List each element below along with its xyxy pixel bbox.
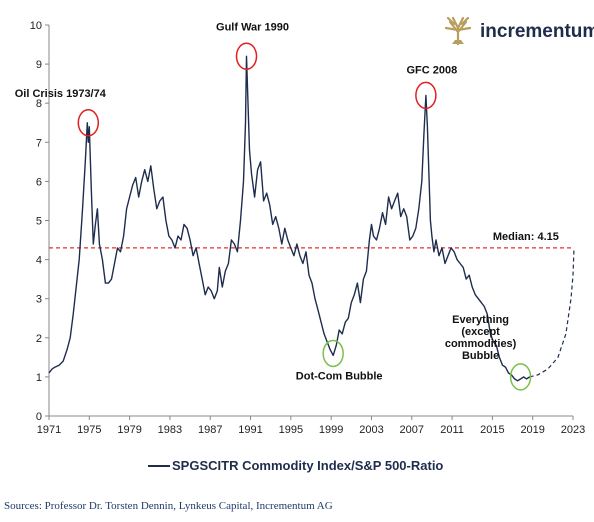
y-tick-label: 5 [36,216,42,228]
y-tick-label: 1 [36,372,42,384]
annotation-label: Oil Crisis 1973/74 [15,88,107,100]
x-tick-label: 1979 [117,424,141,436]
y-tick-label: 2 [36,333,42,345]
projection-line [529,247,575,378]
y-tick-label: 9 [36,59,42,71]
annotation-label: GFC 2008 [407,64,458,76]
y-tick-label: 7 [36,137,42,149]
annotation-label: Dot-Com Bubble [296,370,383,382]
annotation-circle [509,363,532,391]
annotation-circle [77,109,100,137]
x-tick-label: 1995 [279,424,303,436]
x-tick-label: 2015 [480,424,504,436]
annotation-label: Everything (except commodities) Bubble [445,314,517,362]
x-tick-label: 1991 [238,424,262,436]
annotation-circle [415,81,437,110]
y-tick-label: 0 [36,411,42,423]
x-tick-label: 2023 [561,424,585,436]
legend-label: SPGSCITR Commodity Index/S&P 500-Ratio [172,458,443,473]
y-tick-label: 6 [36,176,42,188]
y-tick-label: 8 [36,98,42,110]
y-tick-label: 3 [36,294,42,306]
x-tick-label: 1983 [158,424,182,436]
x-tick-label: 1971 [37,424,61,436]
annotations-group: Oil Crisis 1973/74 Gulf War 1990 GFC 2008 D… [15,21,532,391]
annotation-circle [235,42,258,71]
annotation-circle [322,339,344,368]
brand-name: incrementum [480,21,594,42]
x-tick-label: 1987 [198,424,222,436]
series-group [48,55,575,382]
tree-logo-icon [442,14,474,46]
x-tick-label: 1999 [319,424,343,436]
y-tick-label: 4 [36,255,42,267]
y-tick-label: 10 [30,20,42,32]
brand-logo: incrementum [442,14,594,46]
x-tick-label: 2011 [440,424,464,436]
x-tick-label: 2019 [520,424,544,436]
axes: 0 1 2 3 4 5 6 7 8 9 10 1971 1975 1979 1983 1987 1991 1995… [30,20,585,436]
annotation-label: Gulf War 1990 [216,21,289,33]
x-tick-label: 2007 [400,424,424,436]
x-tick-label: 1975 [77,424,101,436]
median-line-group: Median: 4.15 [49,231,573,249]
median-label: Median: 4.15 [493,231,559,243]
source-note: Sources: Professor Dr. Torsten Dennin, L… [4,500,333,512]
x-tick-label: 2003 [359,424,383,436]
legend: SPGSCITR Commodity Index/S&P 500-Ratio [148,458,443,473]
series-line [48,55,531,382]
